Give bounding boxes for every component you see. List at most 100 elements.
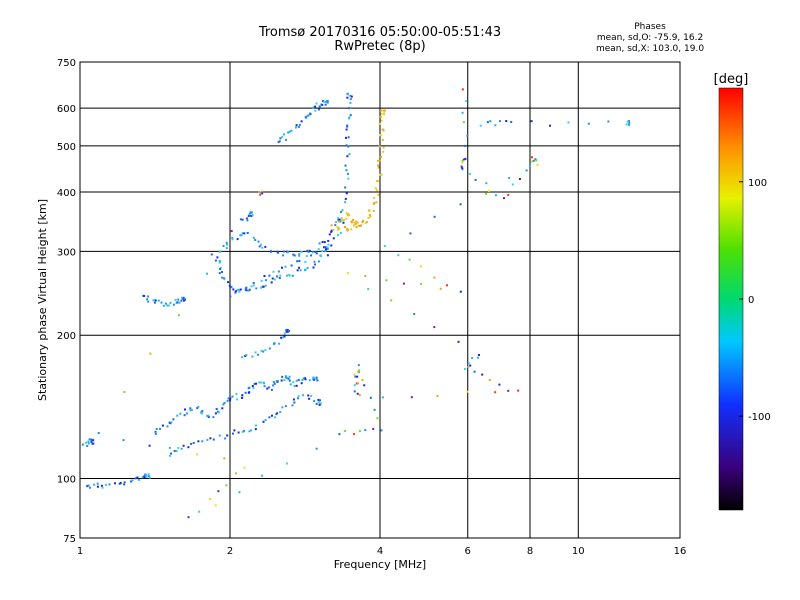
echo-point: [336, 228, 339, 231]
echo-point: [380, 173, 383, 176]
echo-point: [281, 406, 284, 409]
echo-point: [337, 234, 339, 237]
echo-point: [376, 417, 379, 420]
echo-point: [229, 295, 232, 298]
echo-point: [247, 214, 250, 217]
echo-point: [138, 478, 140, 481]
echo-point: [315, 377, 318, 380]
echo-point: [382, 150, 385, 153]
echo-point: [239, 288, 242, 291]
echo-point: [272, 380, 275, 383]
echo-point: [349, 101, 352, 104]
echo-point: [136, 476, 139, 479]
echo-point: [460, 165, 463, 168]
echo-point: [433, 326, 436, 329]
echo-trace: [337, 212, 359, 227]
echo-point: [260, 349, 263, 352]
echo-point: [367, 216, 370, 219]
echo-point: [292, 381, 295, 384]
echo-point: [170, 452, 172, 455]
echo-point: [81, 443, 84, 446]
echo-point: [373, 408, 376, 411]
echo-point: [326, 99, 329, 102]
echo-point: [344, 201, 347, 204]
echo-point: [178, 301, 180, 304]
echo-point: [353, 384, 356, 387]
echo-point: [390, 299, 393, 302]
echo-point: [433, 215, 436, 218]
echo-point: [176, 414, 179, 417]
echo-point: [347, 136, 350, 139]
echo-point: [413, 313, 416, 315]
echo-trace: [86, 473, 151, 489]
echo-point: [535, 159, 538, 162]
echo-point: [214, 504, 217, 507]
echo-point: [494, 391, 497, 394]
echo-point: [105, 483, 107, 486]
echo-point: [260, 279, 263, 282]
echo-point: [96, 485, 99, 488]
echo-point: [222, 245, 225, 247]
echo-point: [226, 243, 229, 246]
echo-point: [153, 301, 156, 304]
echo-point: [147, 475, 150, 478]
echo-point: [457, 340, 460, 343]
phase-statistics: Phases mean, sd,O: -75.9, 16.2 mean, sd,…: [560, 22, 740, 55]
echo-point: [307, 114, 310, 117]
echo-point: [299, 269, 302, 272]
echo-point: [337, 217, 340, 220]
echo-point: [238, 290, 241, 293]
echo-point: [478, 354, 480, 356]
chart-title: Tromsø 20170316 05:50:00-05:51:43: [258, 25, 502, 40]
echo-point: [549, 124, 551, 127]
echo-point: [212, 438, 215, 441]
echo-point: [154, 433, 157, 435]
echo-point: [461, 161, 464, 164]
echo-point: [310, 254, 313, 257]
echo-point: [264, 349, 267, 352]
y-tick-label: 600: [57, 104, 76, 115]
echo-point: [374, 187, 377, 190]
echo-point: [518, 178, 521, 180]
echo-point: [317, 401, 320, 404]
echo-point: [87, 484, 90, 487]
echo-point: [259, 193, 262, 196]
x-tick-label: 10: [572, 546, 585, 557]
echo-point: [284, 265, 287, 268]
echo-point: [273, 278, 276, 281]
echo-point: [258, 245, 261, 248]
echo-point: [315, 402, 318, 405]
echo-point: [348, 116, 351, 119]
echo-point: [381, 128, 384, 131]
echo-point: [288, 379, 291, 382]
echo-point: [567, 121, 570, 124]
echo-point: [245, 354, 248, 357]
echo-point: [168, 304, 170, 307]
echo-point: [364, 275, 367, 277]
echo-point: [119, 481, 122, 484]
echo-point: [290, 264, 293, 267]
echo-point: [251, 214, 254, 216]
echo-point: [271, 414, 273, 417]
echo-point: [261, 474, 264, 477]
echo-point: [397, 254, 400, 257]
echo-point: [383, 109, 386, 112]
echo-point: [507, 389, 510, 392]
echo-point: [240, 396, 243, 399]
echo-point: [229, 399, 231, 402]
echo-point: [380, 429, 383, 432]
echo-point: [192, 441, 195, 444]
echo-point: [261, 246, 264, 249]
echo-point: [382, 146, 385, 149]
echo-point: [348, 107, 351, 110]
echo-point: [383, 112, 386, 115]
echo-point: [353, 373, 356, 376]
echo-point: [246, 232, 249, 234]
echo-point: [223, 401, 226, 404]
echo-point: [169, 454, 172, 457]
echo-point: [344, 164, 347, 167]
echo-point: [508, 177, 511, 179]
echo-point: [362, 219, 365, 222]
echo-point: [270, 281, 273, 284]
echo-trace: [330, 109, 386, 232]
